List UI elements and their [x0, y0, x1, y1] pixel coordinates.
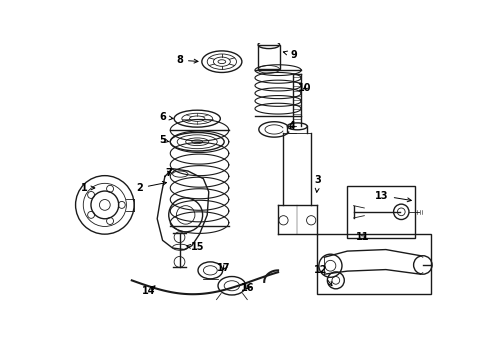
Text: 8: 8: [176, 55, 198, 65]
Text: 17: 17: [218, 263, 231, 273]
Text: 1: 1: [81, 183, 95, 193]
Text: 2: 2: [136, 181, 167, 193]
Bar: [258, 45, 280, 69]
Text: 7: 7: [165, 167, 172, 177]
Text: 5: 5: [159, 135, 169, 145]
Text: 12: 12: [314, 265, 332, 286]
Text: 11: 11: [356, 232, 369, 242]
Text: 6: 6: [159, 112, 173, 122]
Text: 10: 10: [298, 83, 312, 93]
Text: 16: 16: [241, 283, 254, 293]
Text: 13: 13: [375, 191, 411, 202]
Text: 15: 15: [187, 242, 204, 252]
Text: 3: 3: [315, 175, 321, 192]
Bar: [347, 186, 415, 238]
Text: 9: 9: [283, 50, 297, 60]
Text: 14: 14: [142, 286, 155, 296]
Text: 4: 4: [289, 121, 295, 131]
Bar: [317, 234, 431, 294]
